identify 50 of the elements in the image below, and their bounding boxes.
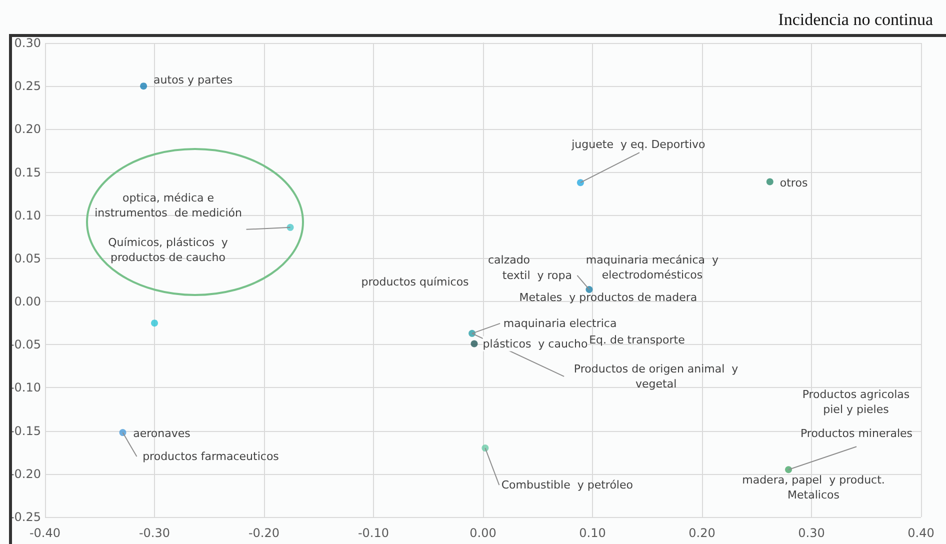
x-tick-label: -0.40 xyxy=(29,526,61,540)
chart-title: Incidencia no continua xyxy=(778,10,934,29)
x-tick-label: 0.30 xyxy=(798,526,825,540)
annotation: plásticos y caucho xyxy=(482,337,588,350)
annotation: maquinaria mecánica y electrodomésticos xyxy=(586,253,719,282)
x-tick-label: 0.10 xyxy=(579,526,606,540)
annotation: madera, papel y product. Metalicos xyxy=(742,474,885,502)
point xyxy=(470,340,478,348)
annotation: Productos agricolas piel y pieles xyxy=(802,388,910,416)
point xyxy=(151,320,158,327)
annotation: optica, médica e instrumentos de medición xyxy=(94,191,242,220)
y-tick-label: 0.30 xyxy=(14,36,41,50)
x-tick-label: -0.30 xyxy=(138,526,170,540)
annotation: Combustible y petróleo xyxy=(501,478,634,492)
annotation: Productos minerales xyxy=(800,427,913,440)
y-tick-label: 0.25 xyxy=(14,79,41,94)
y-tick-label: -0.25 xyxy=(10,510,41,524)
point xyxy=(785,466,792,474)
y-tick-label: -0.20 xyxy=(10,466,41,481)
y-tick-label: -0.05 xyxy=(10,338,41,352)
annotation: autos y partes xyxy=(154,74,233,87)
y-tick-label: -0.10 xyxy=(10,380,41,395)
point xyxy=(766,178,774,186)
annotation: juguete y eq. Deportivo xyxy=(570,138,706,152)
annotation: aeronaves xyxy=(133,427,191,440)
point xyxy=(482,444,489,452)
y-tick-label: 0.10 xyxy=(14,208,41,222)
y-tick-label: -0.15 xyxy=(10,424,41,438)
annotation: textil y ropa xyxy=(502,268,572,282)
y-tick-label: 0.00 xyxy=(14,294,41,309)
x-tick-label: -0.20 xyxy=(248,526,280,540)
x-tick-label: 0.00 xyxy=(470,526,496,540)
annotation: productos químicos xyxy=(361,276,470,288)
y-tick-label: 0.05 xyxy=(14,251,41,266)
point xyxy=(119,429,126,436)
annotation: calzado xyxy=(488,254,530,266)
point xyxy=(576,179,584,186)
annotation: Eq. de transporte xyxy=(589,334,686,346)
y-tick-label: 0.20 xyxy=(14,122,41,136)
annotation: Metales y productos de madera xyxy=(519,290,698,304)
point xyxy=(140,82,148,90)
x-tick-label: 0.40 xyxy=(908,526,934,540)
x-tick-label: -0.10 xyxy=(358,526,390,540)
annotation: Productos de origen animal y vegetal xyxy=(574,362,739,390)
annotation: Químicos, plásticos y productos de caucho xyxy=(108,236,228,264)
x-tick-label: 0.20 xyxy=(688,526,716,540)
annotation: maquinaria electrica xyxy=(503,316,617,330)
annotation: productos farmaceuticos xyxy=(142,450,280,464)
y-tick-label: 0.15 xyxy=(14,165,41,180)
annotation: otros xyxy=(780,176,808,190)
